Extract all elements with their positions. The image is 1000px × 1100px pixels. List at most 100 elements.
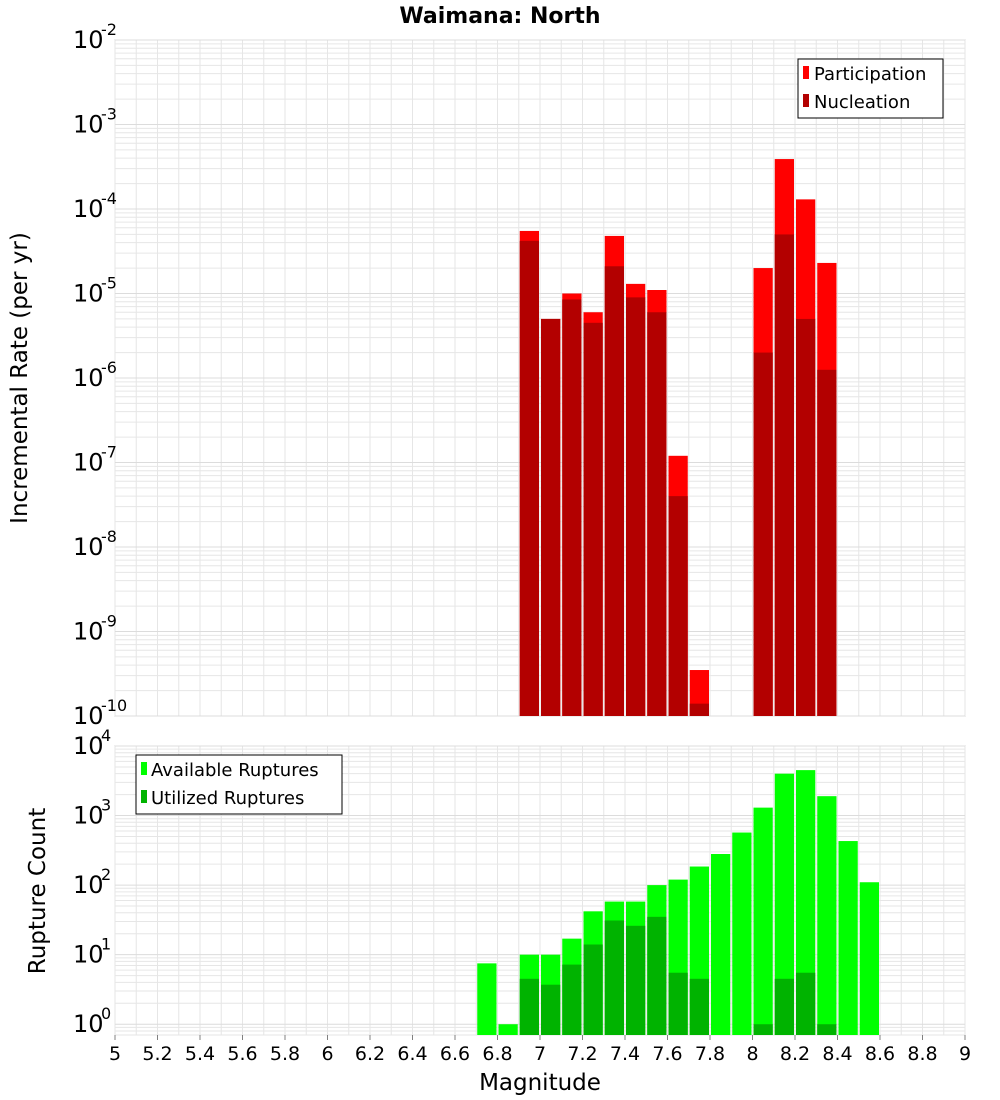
x-tick-label: 7.8	[695, 1043, 725, 1065]
y-tick-label: 10	[73, 364, 104, 392]
y-tick-label: 10	[73, 1010, 104, 1038]
y-tick-label: 10	[73, 732, 104, 760]
nucleation-bar	[647, 312, 667, 716]
available-bar	[711, 854, 731, 1035]
count-legend: Available Ruptures Utilized Ruptures	[135, 754, 343, 815]
utilized-bar	[604, 920, 624, 1035]
nucleation-bar	[562, 299, 582, 716]
nucleation-bar	[817, 369, 837, 716]
y-tick-exponent: 4	[101, 726, 111, 745]
available-bar	[498, 1024, 518, 1035]
x-tick-label: 7.2	[567, 1043, 597, 1065]
nucleation-bar	[796, 318, 816, 716]
x-tick-label: 5.4	[185, 1043, 215, 1065]
y-tick-exponent: -5	[101, 274, 117, 293]
utilized-bar	[689, 978, 709, 1035]
utilized-bar	[817, 1024, 837, 1035]
count-legend-box	[135, 754, 343, 815]
y-tick-label: 10	[73, 449, 104, 477]
rate-legend: Participation Nucleation	[797, 58, 944, 119]
available-bar	[838, 841, 858, 1035]
utilized-bar	[626, 925, 646, 1035]
y-tick-label: 10	[73, 111, 104, 139]
y-tick-label: 10	[73, 533, 104, 561]
y-tick-exponent: -8	[101, 527, 117, 546]
x-tick-label: 9	[959, 1043, 971, 1065]
y-tick-label: 10	[73, 280, 104, 308]
rate-grid	[114, 39, 966, 717]
available-bar	[732, 832, 752, 1035]
nucleation-legend-label: Nucleation	[814, 92, 910, 113]
y-tick-label: 10	[73, 941, 104, 969]
y-tick-exponent: 1	[101, 935, 111, 954]
utilized-bar	[562, 964, 582, 1035]
nucleation-bar	[541, 318, 561, 716]
utilized-ruptures-legend-swatch	[141, 790, 147, 803]
x-tick-label: 7	[534, 1043, 546, 1065]
nucleation-bar	[626, 297, 646, 716]
utilized-bar	[541, 984, 561, 1035]
x-tick-label: 6.2	[355, 1043, 385, 1065]
participation-legend-label: Participation	[814, 64, 926, 85]
available-bar	[859, 882, 879, 1035]
available-bar	[477, 963, 497, 1035]
nucleation-bar	[774, 234, 794, 717]
y-tick-label: 10	[73, 26, 104, 54]
x-tick-label: 6.4	[397, 1043, 427, 1065]
x-tick-label: 8.4	[822, 1043, 852, 1065]
x-tick-label: 5.8	[270, 1043, 300, 1065]
rate-bars	[519, 159, 837, 717]
nucleation-bar	[668, 496, 688, 716]
rate-legend-box	[797, 58, 944, 119]
available-bar	[753, 807, 773, 1035]
y-tick-exponent: -3	[101, 105, 117, 124]
chart-title: Waimana: North	[399, 4, 600, 29]
nucleation-bar	[753, 352, 773, 716]
y-tick-exponent: 0	[101, 1004, 111, 1023]
x-tick-label: 8.8	[907, 1043, 937, 1065]
utilized-ruptures-legend-label: Utilized Ruptures	[151, 788, 304, 809]
nucleation-bar	[583, 322, 603, 716]
utilized-bar	[647, 916, 667, 1035]
y-tick-label: 10	[73, 195, 104, 223]
utilized-bar	[668, 972, 688, 1035]
x-tick-label: 8	[746, 1043, 758, 1065]
utilized-bar	[796, 972, 816, 1035]
y-tick-label: 10	[73, 702, 104, 730]
x-axis-label: Magnitude	[479, 1070, 601, 1096]
available-bar	[796, 770, 816, 1035]
y-tick-exponent: -7	[101, 443, 117, 462]
available-ruptures-legend-swatch	[141, 762, 147, 775]
utilized-bar	[753, 1024, 773, 1035]
y-tick-label: 10	[73, 871, 104, 899]
x-tick-label: 8.2	[780, 1043, 810, 1065]
y-tick-exponent: -10	[101, 696, 127, 715]
x-tick-label: 5.2	[142, 1043, 172, 1065]
nucleation-bar	[519, 240, 539, 716]
utilized-bar	[774, 978, 794, 1035]
participation-legend-swatch	[803, 66, 809, 79]
y-tick-exponent: -2	[101, 20, 117, 39]
x-tick-label: 6.6	[440, 1043, 470, 1065]
magnitude-x-ticks: 5 5.2 5.4 5.6 5.8 6 6.2 6.4 6.6 6.8 7 7.2 7.4 7.6 7.8 8…	[109, 1035, 971, 1065]
x-tick-label: 7.4	[610, 1043, 640, 1065]
y-tick-exponent: -4	[101, 189, 117, 208]
x-tick-label: 7.6	[652, 1043, 682, 1065]
y-tick-label: 10	[73, 618, 104, 646]
x-tick-label: 5.6	[227, 1043, 257, 1065]
y-tick-exponent: 3	[101, 796, 111, 815]
nucleation-bar	[689, 703, 709, 716]
y-tick-exponent: -9	[101, 612, 117, 631]
x-tick-label: 8.6	[865, 1043, 895, 1065]
available-bar	[817, 796, 837, 1035]
utilized-bar	[583, 944, 603, 1035]
utilized-bar	[519, 978, 539, 1035]
x-tick-label: 6.8	[482, 1043, 512, 1065]
nucleation-bar	[604, 266, 624, 716]
y-tick-label: 10	[73, 802, 104, 830]
